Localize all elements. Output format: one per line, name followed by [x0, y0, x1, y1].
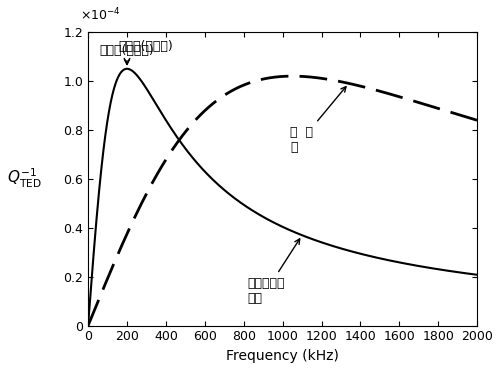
Text: 阻尼峰(原结构): 阻尼峰(原结构) — [118, 40, 173, 53]
X-axis label: Frequency (kHz): Frequency (kHz) — [226, 349, 339, 363]
Text: 阻尼峰(原结构): 阻尼峰(原结构) — [100, 44, 154, 64]
Text: 本  发
明: 本 发 明 — [290, 87, 346, 154]
Text: 原结构（实
心）: 原结构（实 心） — [248, 239, 300, 305]
Y-axis label: $Q_{\mathrm{TED}}^{-1}$: $Q_{\mathrm{TED}}^{-1}$ — [7, 167, 42, 191]
Text: $\times 10^{-4}$: $\times 10^{-4}$ — [80, 7, 121, 23]
